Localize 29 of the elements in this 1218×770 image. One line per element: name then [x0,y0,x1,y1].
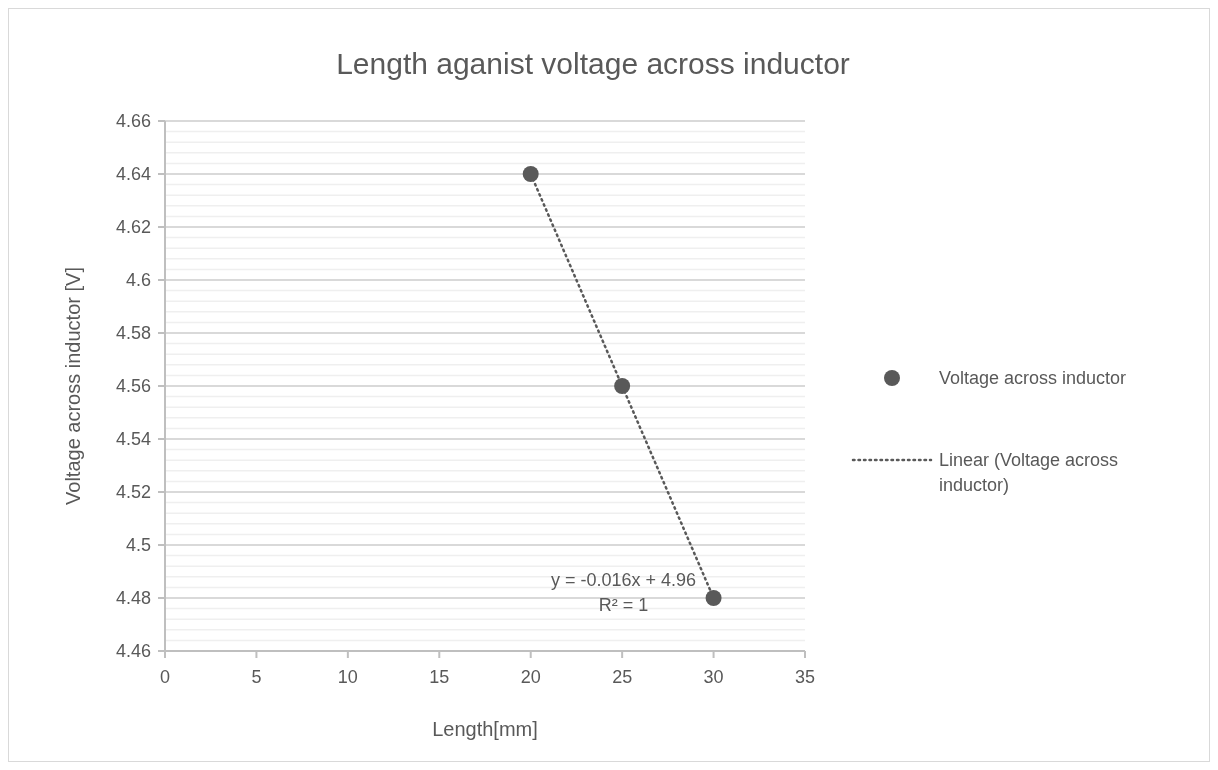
y-tick-label: 4.64 [115,164,151,185]
x-tick-label: 5 [251,667,262,687]
y-tick-label: 4.52 [115,482,151,503]
point [705,590,722,606]
annotation: R² = 1 [598,595,649,615]
x-tick-label: 35 [794,667,816,687]
y-tick-label: 4.48 [115,588,151,609]
y-tick-label: 4.6 [125,270,151,291]
point [522,166,539,182]
legend-label: Linear (Voltage across inductor) [939,450,1119,495]
y-tick-label: 4.62 [115,217,151,238]
legend-label: Voltage across inductor [939,368,1127,389]
x-tick-label: 0 [159,667,171,687]
y-tick-label: 4.54 [115,429,151,450]
y-tick-label: 4.46 [115,641,151,662]
x-axis-title: Length[mm] [432,718,538,740]
x-tick-label: 30 [703,667,724,687]
x-tick-label: 10 [337,667,358,687]
y-tick-label: 4.56 [115,376,151,397]
x-tick-label: 20 [520,667,541,687]
chart-title: Length aganist voltage across inductor [336,47,850,80]
annotation: y = -0.016x + 4.96 [551,570,697,590]
x-tick-label: 15 [429,667,450,687]
y-tick-label: 4.66 [115,111,151,132]
point [614,378,631,394]
y-tick-label: 4.58 [115,323,151,344]
x-tick-label: 25 [612,667,633,687]
y-tick-label: 4.5 [125,535,151,556]
y-axis-title: Voltage across inductor [V] [62,267,84,505]
